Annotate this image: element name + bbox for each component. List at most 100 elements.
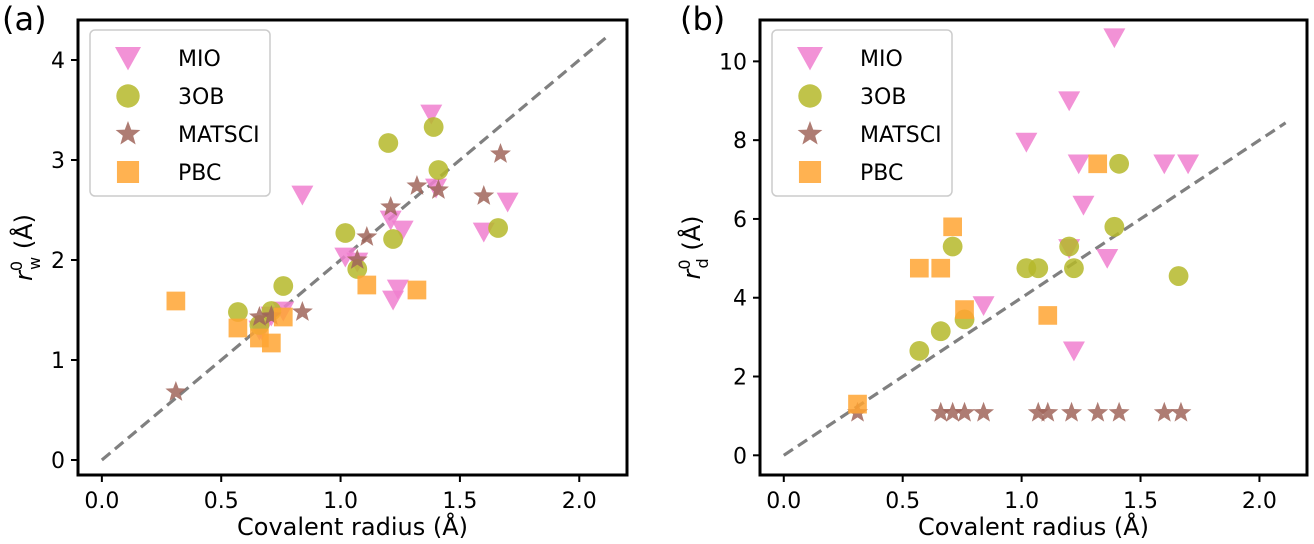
data-point [1153, 401, 1175, 422]
legend-marker [798, 84, 822, 108]
data-point [383, 229, 403, 249]
data-point [420, 104, 443, 125]
data-point [382, 290, 405, 311]
x-tick-label: 1.5 [1123, 489, 1158, 514]
series-pbc [166, 275, 427, 353]
data-point [1058, 91, 1081, 112]
data-point [357, 275, 377, 295]
data-point [380, 196, 402, 216]
data-point [848, 394, 867, 414]
y-axis-label-sub: d [693, 258, 712, 268]
data-point [379, 210, 402, 231]
x-axis-label: Covalent radius (Å) [237, 512, 468, 541]
data-point [1062, 341, 1085, 362]
x-tick-label: 1.0 [1004, 489, 1039, 514]
data-point [248, 306, 270, 326]
data-point [1168, 266, 1189, 286]
data-point [954, 401, 975, 422]
data-point [228, 302, 248, 322]
data-point [496, 192, 519, 213]
x-tick-label: 0.5 [885, 489, 920, 514]
axes-frame [758, 18, 1309, 477]
data-point [1067, 154, 1090, 175]
x-tick-label: 0.5 [204, 489, 239, 514]
data-point [1027, 401, 1049, 422]
data-point [1108, 401, 1130, 422]
data-point [346, 249, 368, 269]
panel-label: (b) [680, 0, 725, 38]
x-tick-label: 0.0 [84, 489, 119, 514]
data-point [1153, 154, 1176, 175]
series-3ob [228, 117, 509, 335]
data-point [1170, 401, 1192, 422]
y-tick-label: 8 [733, 129, 747, 154]
data-point [1038, 306, 1058, 325]
data-point [423, 117, 444, 137]
legend: MIO 3OB MATSCI PBC [89, 29, 271, 197]
data-point [273, 307, 293, 327]
data-point [1015, 132, 1038, 153]
data-point [943, 217, 962, 237]
data-point [490, 143, 511, 163]
y-axis-label-base: r [10, 269, 38, 281]
legend-marker [115, 121, 141, 145]
x-tick-label: 2.0 [562, 489, 597, 514]
y-tick-label: 2 [733, 366, 747, 391]
data-point [909, 258, 929, 278]
legend-label: PBC [178, 161, 221, 186]
y-axis-label-sub: w [25, 257, 44, 270]
data-point [972, 296, 995, 317]
legend-marker [797, 46, 823, 71]
legend-label: MATSCI [178, 123, 260, 148]
data-point [909, 341, 930, 361]
legend-label: PBC [860, 161, 903, 186]
data-point [391, 220, 414, 241]
data-point [334, 247, 357, 268]
legend-label: MATSCI [860, 123, 942, 148]
y-tick-label: 2 [51, 249, 65, 274]
data-point [473, 185, 495, 205]
legend-marker [116, 160, 140, 184]
data-point [1028, 258, 1049, 279]
series-matsci [847, 401, 1192, 422]
legend-box [89, 29, 271, 197]
series-3ob [909, 153, 1189, 361]
y-tick-label: 6 [733, 208, 747, 233]
data-point [261, 333, 281, 353]
data-point [386, 279, 409, 300]
x-tick-label: 1.0 [323, 489, 358, 514]
y-tick-label: 3 [51, 149, 65, 174]
legend: MIO 3OB MATSCI PBC [771, 29, 953, 197]
y-axis-label: r0w (Å) [7, 214, 44, 281]
data-point [166, 291, 186, 311]
legend-label: MIO [178, 47, 221, 72]
data-point [930, 401, 952, 422]
legend-marker [115, 46, 141, 71]
data-point [406, 175, 428, 195]
legend-label: 3OB [860, 85, 906, 110]
y-axis-label-unit: (Å) [677, 216, 706, 259]
y-tick-label: 4 [51, 49, 65, 74]
data-point [1088, 154, 1108, 174]
data-point [273, 276, 294, 296]
y-axis-label-sup: 0 [675, 259, 694, 269]
panel-a: (a) 0.0 0.5 1.0 1.5 2.0 0 1 2 3 4 Covalent radius (… [2, 0, 629, 541]
panel-label: (a) [2, 0, 47, 38]
data-point [1059, 236, 1080, 257]
data-point [291, 185, 314, 206]
y-tick-label: 10 [719, 50, 747, 75]
axes-frame [76, 18, 629, 477]
legend-label: 3OB [178, 85, 224, 110]
y-tick-label: 1 [51, 349, 65, 374]
data-point [335, 223, 356, 243]
x-axis-label: Covalent radius (Å) [918, 512, 1149, 541]
data-point [1064, 258, 1084, 279]
data-point [378, 133, 399, 153]
data-point [1072, 195, 1095, 216]
legend-label: MIO [860, 47, 903, 72]
x-tick-label: 0.0 [766, 489, 801, 514]
series-matsci [165, 143, 511, 401]
reference-line [782, 121, 1287, 457]
data-point [165, 381, 187, 401]
